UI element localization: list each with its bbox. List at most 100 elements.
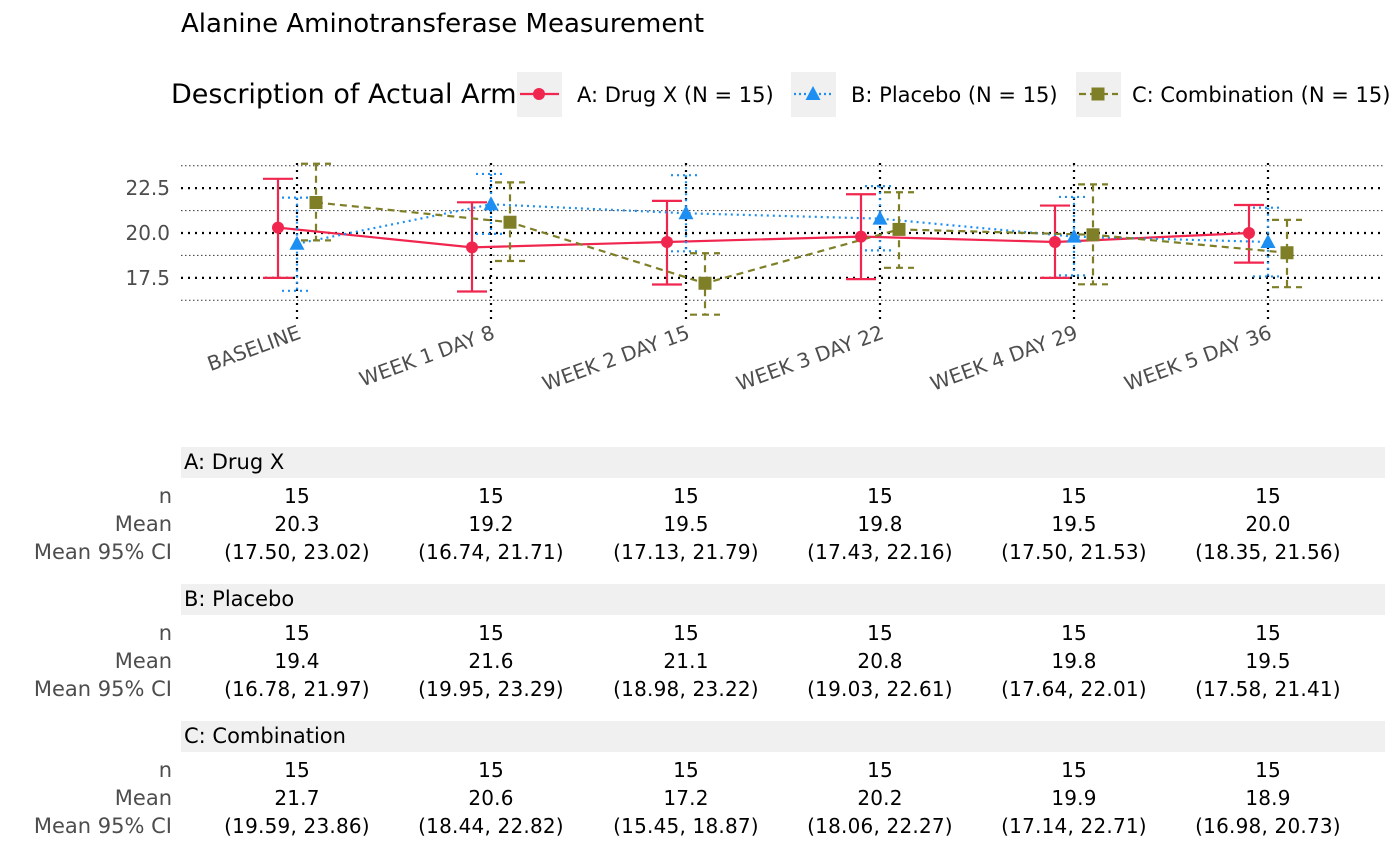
chart-plot: 17.5 20.0 22.5 BASELINE WEEK 1 DAY 8 WEEK 2 D… — [125, 72, 1385, 396]
legend-key-marker — [533, 88, 545, 100]
table-cell: 20.2 — [857, 786, 903, 810]
y-tick-label: 20.0 — [125, 221, 170, 245]
table-cell: (17.50, 21.53) — [1001, 540, 1147, 564]
table-cell: 20.6 — [468, 786, 514, 810]
table-cell: (17.43, 22.16) — [807, 540, 953, 564]
table-cell: 21.6 — [468, 649, 514, 673]
table-cell: 15 — [867, 758, 893, 782]
table-cell: 19.2 — [468, 512, 514, 536]
row-label-mean: Mean — [114, 649, 172, 673]
table-cell: (17.13, 21.79) — [613, 540, 759, 564]
table-cell: 19.4 — [274, 649, 320, 673]
data-point — [678, 205, 694, 220]
table-cell: (18.35, 21.56) — [1195, 540, 1341, 564]
table-cell: (17.50, 23.02) — [224, 540, 370, 564]
table-cell: 20.8 — [857, 649, 903, 673]
group-label: B: Placebo — [184, 587, 295, 611]
table-cell: (16.98, 20.73) — [1195, 814, 1341, 838]
table-cell: (16.74, 21.71) — [418, 540, 564, 564]
series-line — [315, 201, 1288, 285]
table-cell: 15 — [478, 621, 504, 645]
data-point — [1260, 233, 1276, 248]
table-cell: 19.5 — [1245, 649, 1291, 673]
table-cell: 15 — [478, 484, 504, 508]
table-cell: 15 — [1255, 484, 1281, 508]
table-cell: 21.1 — [663, 649, 709, 673]
table-cell: 15 — [673, 758, 699, 782]
table-cell: 19.8 — [1051, 649, 1097, 673]
table-cell: (16.78, 21.97) — [224, 677, 370, 701]
chart-title: Alanine Aminotransferase Measurement — [181, 9, 705, 39]
table-cell: 15 — [1255, 758, 1281, 782]
row-label-mean-95-ci: Mean 95% CI — [33, 677, 172, 701]
table-cell: (17.14, 22.71) — [1001, 814, 1147, 838]
table-cell: 18.9 — [1245, 786, 1291, 810]
x-tick-label: WEEK 4 DAY 29 — [927, 320, 1081, 396]
data-point — [698, 276, 712, 290]
data-point — [466, 241, 478, 254]
group-strip: B: Placebo — [181, 584, 1385, 615]
data-point — [1066, 228, 1082, 243]
table-cell: 15 — [1061, 484, 1087, 508]
x-tick-label: WEEK 5 DAY 36 — [1121, 320, 1275, 396]
table-cell: (18.44, 22.82) — [418, 814, 564, 838]
legend-label-drug-x: A: Drug X (N = 15) — [577, 83, 774, 107]
table-cell: 20.3 — [274, 512, 320, 536]
table-cell: 17.2 — [663, 786, 709, 810]
legend-label-placebo: B: Placebo (N = 15) — [851, 83, 1058, 107]
row-label-mean-95-ci: Mean 95% CI — [33, 540, 172, 564]
table-cell: 19.5 — [663, 512, 709, 536]
table-cell: 15 — [478, 758, 504, 782]
row-label-mean-95-ci: Mean 95% CI — [33, 814, 172, 838]
table-cell: 15 — [284, 621, 310, 645]
table-cell: (18.06, 22.27) — [807, 814, 953, 838]
data-point — [661, 235, 673, 248]
table-cell: 15 — [1255, 621, 1281, 645]
table-cell: 19.5 — [1051, 512, 1097, 536]
group-strip: C: Combination — [181, 721, 1385, 752]
data-point — [1280, 246, 1294, 260]
table-cell: (19.59, 23.86) — [224, 814, 370, 838]
row-label-mean: Mean — [114, 512, 172, 536]
data-point — [1243, 227, 1255, 239]
table-cell: 15 — [673, 484, 699, 508]
x-tick-label: WEEK 2 DAY 15 — [539, 320, 693, 396]
row-label-n: n — [158, 621, 172, 645]
table-cell: 19.9 — [1051, 786, 1097, 810]
table-cell: (19.03, 22.61) — [807, 677, 953, 701]
row-label-mean: Mean — [114, 786, 172, 810]
table-cell: 15 — [1061, 621, 1087, 645]
table-cell: 19.8 — [857, 512, 903, 536]
table-cell: 15 — [867, 621, 893, 645]
table-cell: (18.98, 23.22) — [613, 677, 759, 701]
data-point — [872, 210, 888, 225]
table-cell: 15 — [284, 484, 310, 508]
table-cell: 15 — [284, 758, 310, 782]
data-point — [483, 196, 499, 211]
data-point — [892, 222, 906, 236]
row-label-n: n — [158, 484, 172, 508]
y-tick-label: 22.5 — [125, 176, 170, 200]
table-cell: 15 — [867, 484, 893, 508]
data-point — [503, 215, 517, 229]
x-tick-label: WEEK 1 DAY 8 — [356, 320, 498, 391]
x-tick-label: BASELINE — [204, 320, 304, 376]
table-cell: 15 — [673, 621, 699, 645]
row-label-n: n — [158, 758, 172, 782]
table-cell: 15 — [1061, 758, 1087, 782]
y-tick-label: 17.5 — [125, 266, 170, 290]
data-point — [1049, 235, 1061, 248]
data-point — [1086, 228, 1100, 242]
table-cell: 20.0 — [1245, 512, 1291, 536]
data-point — [272, 221, 284, 234]
group-label: C: Combination — [184, 724, 346, 748]
data-point — [289, 235, 305, 250]
legend-title: Description of Actual Arm — [171, 79, 517, 110]
legend-key-marker — [805, 86, 821, 100]
table-cell: (17.58, 21.41) — [1195, 677, 1341, 701]
data-point — [855, 230, 867, 243]
group-strip: A: Drug X — [181, 447, 1385, 478]
x-tick-label: WEEK 3 DAY 22 — [733, 320, 887, 396]
table-cell: (15.45, 18.87) — [613, 814, 759, 838]
legend-label-combination: C: Combination (N = 15) — [1132, 83, 1391, 107]
